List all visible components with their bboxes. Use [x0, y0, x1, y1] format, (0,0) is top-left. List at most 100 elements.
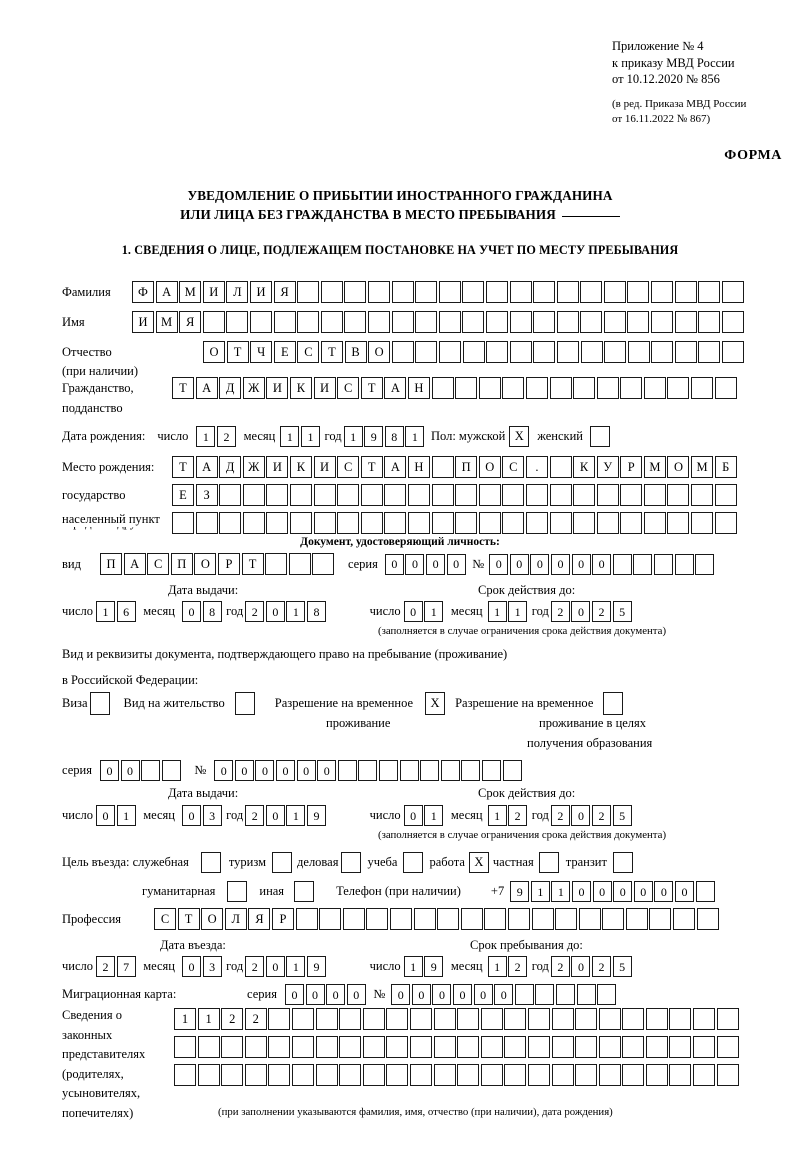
char-box[interactable]: Р: [271, 908, 294, 930]
char-box[interactable]: [485, 311, 508, 333]
char-box[interactable]: [315, 1036, 338, 1058]
char-box[interactable]: [598, 1064, 621, 1086]
char-box[interactable]: 5: [612, 805, 632, 826]
char-box[interactable]: [555, 908, 578, 930]
char-box[interactable]: [716, 1008, 739, 1030]
char-box[interactable]: 1: [551, 881, 571, 902]
char-box[interactable]: Ч: [250, 341, 273, 363]
char-box[interactable]: [645, 1036, 668, 1058]
char-box[interactable]: 1: [424, 601, 444, 622]
char-box[interactable]: [578, 908, 601, 930]
char-box[interactable]: [514, 984, 534, 1005]
char-box[interactable]: [695, 881, 715, 902]
char-box[interactable]: 0: [296, 760, 316, 781]
char-box[interactable]: З: [195, 484, 218, 506]
char-box[interactable]: 0: [473, 984, 493, 1005]
char-box[interactable]: [438, 311, 461, 333]
char-box[interactable]: О: [667, 456, 690, 478]
char-box[interactable]: [407, 484, 430, 506]
char-box[interactable]: 2: [245, 956, 265, 977]
char-box[interactable]: [242, 512, 265, 534]
char-box[interactable]: [249, 311, 272, 333]
char-box[interactable]: [551, 1008, 574, 1030]
char-box[interactable]: 1: [487, 601, 507, 622]
char-box[interactable]: [714, 512, 737, 534]
char-box[interactable]: [603, 281, 626, 303]
char-box[interactable]: [297, 311, 320, 333]
char-box[interactable]: И: [249, 281, 272, 303]
char-box[interactable]: У: [596, 456, 619, 478]
char-box[interactable]: А: [384, 456, 407, 478]
char-box[interactable]: [462, 311, 485, 333]
char-box[interactable]: 1: [197, 1008, 220, 1030]
char-box[interactable]: В: [344, 341, 367, 363]
char-box[interactable]: [698, 341, 721, 363]
char-box[interactable]: [669, 1064, 692, 1086]
char-box[interactable]: [221, 1064, 244, 1086]
char-box[interactable]: [486, 341, 509, 363]
char-box[interactable]: [480, 1064, 503, 1086]
char-box[interactable]: [580, 311, 603, 333]
char-box[interactable]: 0: [265, 805, 285, 826]
char-box[interactable]: 3: [202, 805, 222, 826]
char-box[interactable]: 0: [284, 984, 304, 1005]
char-box[interactable]: [391, 341, 414, 363]
char-box[interactable]: 2: [592, 601, 612, 622]
char-box[interactable]: [575, 1064, 598, 1086]
char-box[interactable]: [721, 311, 744, 333]
char-box[interactable]: [533, 341, 556, 363]
char-box[interactable]: [460, 908, 483, 930]
char-box[interactable]: [502, 512, 525, 534]
char-box[interactable]: [386, 1064, 409, 1086]
char-box[interactable]: 2: [550, 956, 570, 977]
char-box[interactable]: [693, 1036, 716, 1058]
char-box[interactable]: [691, 512, 714, 534]
birthplace-cells-3[interactable]: [172, 512, 738, 534]
char-box[interactable]: Д: [219, 456, 242, 478]
purpose-transit-checkbox[interactable]: [612, 852, 633, 873]
char-box[interactable]: 2: [592, 805, 612, 826]
char-box[interactable]: 1: [286, 601, 306, 622]
char-box[interactable]: [643, 377, 666, 399]
char-box[interactable]: [509, 341, 532, 363]
char-box[interactable]: [573, 484, 596, 506]
char-box[interactable]: 2: [550, 805, 570, 826]
char-box[interactable]: О: [194, 553, 217, 575]
char-box[interactable]: [484, 908, 507, 930]
char-box[interactable]: [575, 1036, 598, 1058]
char-box[interactable]: [389, 908, 412, 930]
char-box[interactable]: [391, 311, 414, 333]
char-box[interactable]: Е: [172, 484, 194, 506]
char-box[interactable]: [573, 512, 596, 534]
sex-male-checkbox[interactable]: X: [509, 426, 530, 447]
char-box[interactable]: [481, 760, 501, 781]
char-box[interactable]: [457, 1064, 480, 1086]
char-box[interactable]: 8: [384, 426, 404, 447]
char-box[interactable]: 0: [181, 601, 201, 622]
char-box[interactable]: 0: [674, 881, 694, 902]
residence-permit-checkbox[interactable]: [234, 692, 255, 715]
legal-rep-cells-2[interactable]: [174, 1036, 740, 1058]
visa-checkbox[interactable]: [89, 692, 110, 715]
char-box[interactable]: 1: [424, 805, 444, 826]
char-box[interactable]: [653, 553, 673, 575]
char-box[interactable]: [409, 1008, 432, 1030]
char-box[interactable]: 8: [307, 601, 327, 622]
char-box[interactable]: [433, 1036, 456, 1058]
char-box[interactable]: [320, 281, 343, 303]
char-box[interactable]: [504, 1064, 527, 1086]
char-box[interactable]: [315, 1008, 338, 1030]
char-box[interactable]: [551, 1036, 574, 1058]
char-box[interactable]: [415, 281, 438, 303]
char-box[interactable]: [407, 512, 430, 534]
char-box[interactable]: 1: [280, 426, 300, 447]
